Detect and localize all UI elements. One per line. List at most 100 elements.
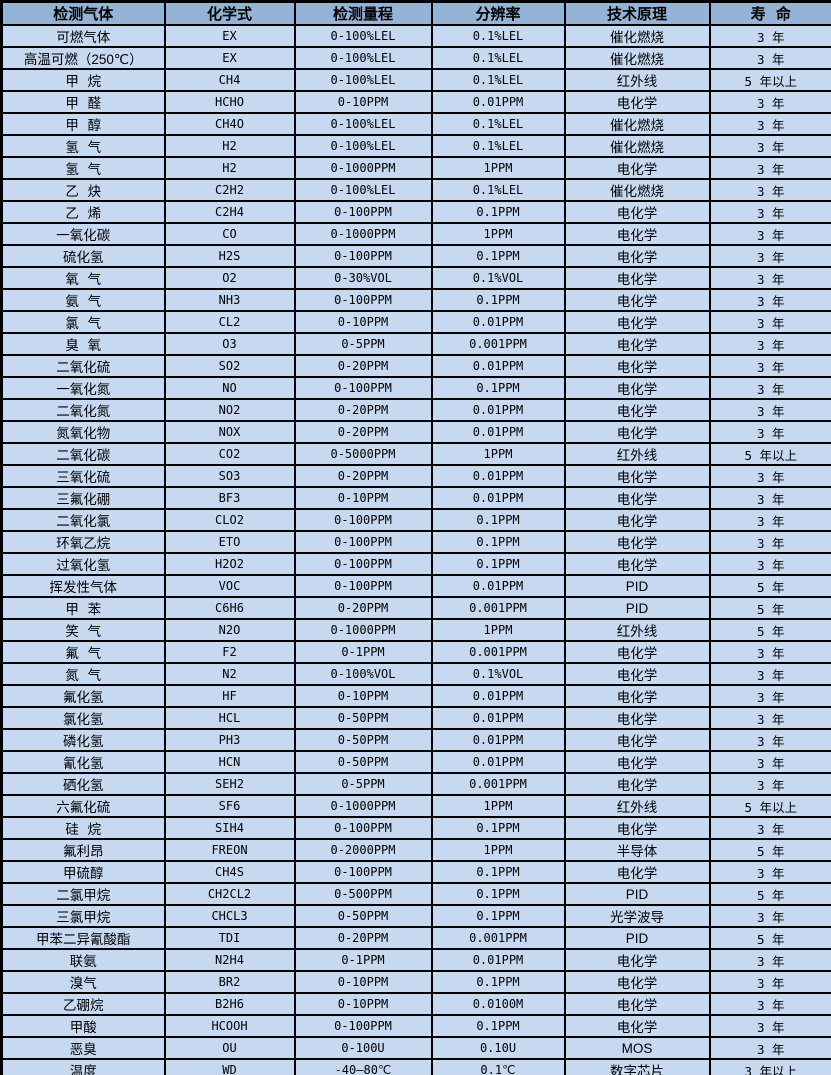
cell-chemical-formula: EX: [163, 24, 296, 48]
cell-chemical-formula: CHCL3: [163, 904, 296, 928]
cell-resolution: 0.1PPM: [430, 288, 566, 312]
cell-lifespan: 3 年: [708, 486, 831, 510]
cell-chemical-formula: CL2: [163, 310, 296, 334]
table-row: 甲苯二异氰酸酯 TDI 0-20PPM 0.001PPM PID 5 年: [0, 926, 831, 950]
cell-gas-name: 恶臭: [0, 1036, 166, 1060]
cell-resolution: 0.01PPM: [430, 728, 566, 752]
cell-lifespan: 3 年: [708, 728, 831, 752]
table-row: 磷化氢 PH3 0-50PPM 0.01PPM 电化学 3 年: [0, 728, 831, 752]
cell-lifespan: 3 年: [708, 112, 831, 136]
cell-lifespan: 3 年: [708, 948, 831, 972]
column-header-detection-range: 检测量程: [293, 0, 433, 26]
cell-chemical-formula: NOX: [163, 420, 296, 444]
cell-gas-name: 甲 醇: [0, 112, 166, 136]
cell-chemical-formula: NO: [163, 376, 296, 400]
cell-resolution: 0.001PPM: [430, 596, 566, 620]
cell-gas-name: 二氧化氮: [0, 398, 166, 422]
cell-chemical-formula: SIH4: [163, 816, 296, 840]
cell-gas-name: 过氧化氢: [0, 552, 166, 576]
table-row: 氟利昂 FREON 0-2000PPM 1PPM 半导体 5 年: [0, 838, 831, 862]
cell-chemical-formula: SO2: [163, 354, 296, 378]
cell-technology: 电化学: [563, 992, 711, 1016]
cell-chemical-formula: H2O2: [163, 552, 296, 576]
cell-detection-range: 0-20PPM: [293, 398, 433, 422]
cell-lifespan: 5 年: [708, 596, 831, 620]
cell-chemical-formula: F2: [163, 640, 296, 664]
cell-lifespan: 3 年: [708, 46, 831, 70]
cell-chemical-formula: BR2: [163, 970, 296, 994]
cell-technology: 电化学: [563, 684, 711, 708]
cell-chemical-formula: B2H6: [163, 992, 296, 1016]
cell-detection-range: 0-20PPM: [293, 464, 433, 488]
cell-technology: 数字芯片: [563, 1058, 711, 1075]
cell-detection-range: 0-100%LEL: [293, 134, 433, 158]
cell-gas-name: 环氧乙烷: [0, 530, 166, 554]
cell-detection-range: 0-20PPM: [293, 926, 433, 950]
cell-chemical-formula: HCN: [163, 750, 296, 774]
table-row: 温度 WD -40—80℃ 0.1℃ 数字芯片 3 年以上: [0, 1058, 831, 1075]
cell-resolution: 1PPM: [430, 618, 566, 642]
cell-chemical-formula: O2: [163, 266, 296, 290]
cell-chemical-formula: EX: [163, 46, 296, 70]
cell-gas-name: 氨 气: [0, 288, 166, 312]
cell-resolution: 1PPM: [430, 794, 566, 818]
cell-resolution: 0.01PPM: [430, 574, 566, 598]
cell-lifespan: 3 年: [708, 464, 831, 488]
cell-chemical-formula: NO2: [163, 398, 296, 422]
table-row: 溴气 BR2 0-10PPM 0.1PPM 电化学 3 年: [0, 970, 831, 994]
cell-detection-range: 0-100PPM: [293, 288, 433, 312]
cell-technology: PID: [563, 882, 711, 906]
cell-gas-name: 氢 气: [0, 156, 166, 180]
cell-technology: 电化学: [563, 662, 711, 686]
table-row: 氨 气 NH3 0-100PPM 0.1PPM 电化学 3 年: [0, 288, 831, 312]
cell-chemical-formula: HCL: [163, 706, 296, 730]
cell-detection-range: 0-100PPM: [293, 1014, 433, 1038]
cell-gas-name: 甲苯二异氰酸酯: [0, 926, 166, 950]
cell-detection-range: 0-100PPM: [293, 860, 433, 884]
cell-gas-name: 硫化氢: [0, 244, 166, 268]
table-row: 氢 气 H2 0-100%LEL 0.1%LEL 催化燃烧 3 年: [0, 134, 831, 158]
cell-detection-range: 0-1000PPM: [293, 156, 433, 180]
cell-lifespan: 3 年: [708, 684, 831, 708]
cell-technology: 电化学: [563, 156, 711, 180]
cell-resolution: 0.1PPM: [430, 508, 566, 532]
cell-gas-name: 氰化氢: [0, 750, 166, 774]
cell-chemical-formula: WD: [163, 1058, 296, 1075]
cell-gas-name: 挥发性气体: [0, 574, 166, 598]
column-header-technology: 技术原理: [563, 0, 711, 26]
table-row: 甲 烷 CH4 0-100%LEL 0.1%LEL 红外线 5 年以上: [0, 68, 831, 92]
cell-detection-range: 0-100PPM: [293, 508, 433, 532]
cell-resolution: 0.1PPM: [430, 1014, 566, 1038]
cell-lifespan: 3 年: [708, 508, 831, 532]
cell-gas-name: 硅 烷: [0, 816, 166, 840]
cell-lifespan: 3 年: [708, 706, 831, 730]
cell-lifespan: 3 年: [708, 398, 831, 422]
cell-chemical-formula: CLO2: [163, 508, 296, 532]
cell-resolution: 0.01PPM: [430, 90, 566, 114]
header-row: 检测气体 化学式 检测量程 分辨率 技术原理 寿 命: [0, 0, 831, 26]
table-row: 三氯甲烷 CHCL3 0-50PPM 0.1PPM 光学波导 3 年: [0, 904, 831, 928]
table-row: 臭 氧 O3 0-5PPM 0.001PPM 电化学 3 年: [0, 332, 831, 356]
cell-lifespan: 3 年以上: [708, 1058, 831, 1075]
cell-resolution: 0.01PPM: [430, 398, 566, 422]
cell-resolution: 0.01PPM: [430, 310, 566, 334]
cell-chemical-formula: CH4O: [163, 112, 296, 136]
cell-resolution: 0.1%LEL: [430, 68, 566, 92]
cell-technology: 电化学: [563, 398, 711, 422]
cell-resolution: 0.001PPM: [430, 772, 566, 796]
cell-gas-name: 三氟化硼: [0, 486, 166, 510]
cell-gas-name: 氟化氢: [0, 684, 166, 708]
cell-chemical-formula: OU: [163, 1036, 296, 1060]
cell-resolution: 0.1%LEL: [430, 24, 566, 48]
cell-detection-range: 0-500PPM: [293, 882, 433, 906]
cell-lifespan: 3 年: [708, 354, 831, 378]
table-row: 甲 醇 CH4O 0-100%LEL 0.1%LEL 催化燃烧 3 年: [0, 112, 831, 136]
table-row: 硫化氢 H2S 0-100PPM 0.1PPM 电化学 3 年: [0, 244, 831, 268]
cell-detection-range: 0-5PPM: [293, 772, 433, 796]
cell-resolution: 0.01PPM: [430, 750, 566, 774]
table-row: 硅 烷 SIH4 0-100PPM 0.1PPM 电化学 3 年: [0, 816, 831, 840]
cell-technology: 电化学: [563, 310, 711, 334]
cell-lifespan: 3 年: [708, 376, 831, 400]
cell-detection-range: 0-10PPM: [293, 310, 433, 334]
